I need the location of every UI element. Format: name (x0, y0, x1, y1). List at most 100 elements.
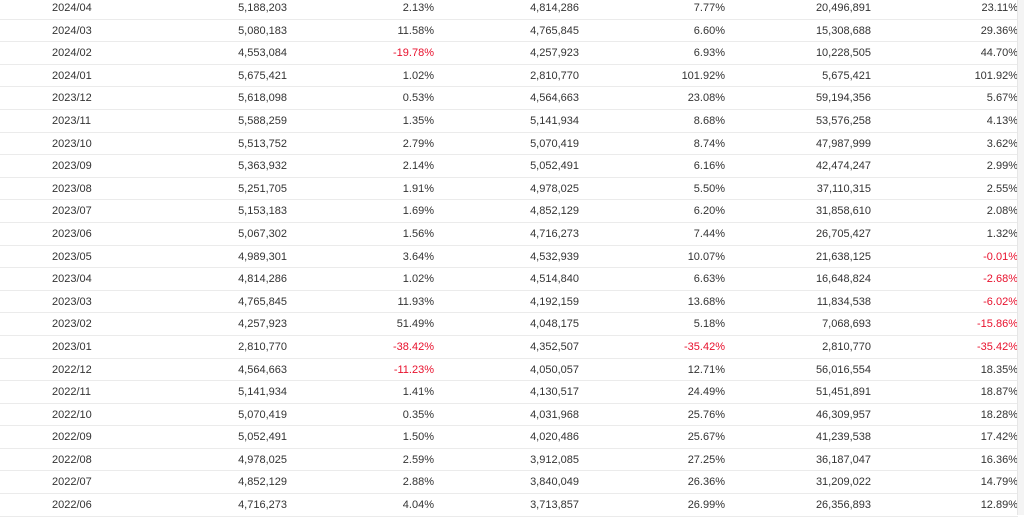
cell-change-2: 6.93% (693, 47, 725, 60)
cell-period: 2024/02 (52, 47, 92, 60)
cell-value-2: 5,141,934 (530, 114, 579, 127)
vertical-scrollbar[interactable] (1017, 0, 1024, 515)
cell-value-1: 5,618,098 (238, 92, 287, 105)
cell-change-2: 23.08% (687, 92, 725, 105)
cell-change-3: 12.89% (980, 499, 1018, 512)
cell-period: 2023/07 (52, 205, 92, 218)
cell-value-1: 4,852,129 (238, 476, 287, 489)
cell-value-2: 4,257,923 (530, 47, 579, 60)
cell-change-1: -38.42% (393, 340, 434, 353)
cell-change-2: 27.25% (687, 453, 725, 466)
cell-value-1: 4,257,923 (238, 318, 287, 331)
cell-value-2: 4,352,507 (530, 340, 579, 353)
cell-value-3: 31,858,610 (815, 205, 871, 218)
cell-value-3: 51,451,891 (815, 386, 871, 399)
cell-change-3: 2.08% (986, 205, 1018, 218)
cell-value-3: 15,308,688 (815, 24, 871, 37)
cell-period: 2023/01 (52, 340, 92, 353)
table-row: 2022/08 4,978,025 2.59% 3,912,085 27.25% 36,1… (0, 449, 1018, 472)
table-row: 2022/07 4,852,129 2.88% 3,840,049 26.36% 31,2… (0, 471, 1018, 495)
cell-change-3: 18.28% (980, 408, 1018, 421)
cell-value-2: 4,978,025 (530, 182, 579, 195)
cell-value-3: 31,209,022 (815, 476, 871, 489)
cell-change-3: -15.86% (977, 318, 1018, 331)
cell-period: 2024/01 (52, 69, 92, 82)
table-row: 2023/08 5,251,705 1.91% 4,978,025 5.50% 37,11… (0, 178, 1018, 201)
cell-change-2: 5.18% (693, 318, 725, 331)
table-row: 2023/01 2,810,770 -38.42% 4,352,507 -35.42% 2… (0, 336, 1018, 359)
cell-change-3: 16.36% (980, 453, 1018, 466)
cell-period: 2022/12 (52, 363, 92, 376)
cell-change-2: 7.44% (693, 227, 725, 240)
cell-change-1: 0.35% (402, 408, 434, 421)
cell-change-1: -19.78% (393, 47, 434, 60)
table-row: 2023/09 5,363,932 2.14% 5,052,491 6.16% 42,47… (0, 155, 1018, 178)
cell-value-3: 5,675,421 (822, 69, 871, 82)
table-row: 2023/06 5,067,302 1.56% 4,716,273 7.44% 26,70… (0, 223, 1018, 246)
cell-change-3: 23.11% (981, 2, 1019, 14)
cell-value-1: 5,141,934 (238, 386, 287, 399)
cell-value-1: 4,716,273 (238, 499, 287, 512)
cell-change-3: -0.01% (983, 250, 1018, 263)
table-row: 2024/03 5,080,183 11.58% 4,765,845 6.60% 15,3… (0, 20, 1018, 43)
cell-change-3: 1.32% (986, 227, 1018, 240)
cell-change-1: 1.50% (402, 431, 434, 444)
cell-change-3: 2.99% (986, 160, 1018, 173)
cell-period: 2023/05 (52, 250, 92, 263)
cell-change-2: 26.36% (687, 476, 725, 489)
cell-value-1: 5,153,183 (238, 205, 287, 218)
cell-change-1: 2.59% (402, 453, 434, 466)
cell-value-3: 59,194,356 (815, 92, 871, 105)
cell-value-1: 5,588,259 (238, 114, 287, 127)
table-row: 2023/11 5,588,259 1.35% 5,141,934 8.68% 53,57… (0, 110, 1018, 133)
cell-change-2: 6.20% (693, 205, 725, 218)
cell-value-3: 26,705,427 (815, 227, 871, 240)
cell-change-3: 5.67% (986, 92, 1018, 105)
cell-change-1: 2.14% (402, 160, 434, 173)
cell-value-1: 4,989,301 (238, 250, 287, 263)
cell-period: 2022/07 (52, 476, 92, 489)
cell-value-3: 7,068,693 (822, 318, 871, 331)
cell-change-3: 4.13% (986, 114, 1018, 127)
cell-value-1: 5,513,752 (238, 137, 287, 150)
cell-value-1: 5,188,203 (238, 2, 287, 14)
cell-value-3: 26,356,893 (815, 499, 871, 512)
cell-value-3: 2,810,770 (822, 340, 871, 353)
cell-change-1: 1.02% (402, 69, 434, 82)
cell-change-2: 13.68% (687, 295, 725, 308)
cell-change-1: 1.02% (402, 273, 434, 286)
cell-change-3: -35.42% (977, 340, 1018, 353)
cell-change-2: 5.50% (693, 182, 725, 195)
cell-value-2: 4,020,486 (530, 431, 579, 444)
cell-change-2: 101.92% (681, 69, 725, 82)
cell-change-3: 44.70% (980, 47, 1018, 60)
cell-period: 2023/11 (52, 114, 91, 127)
table-row: 2022/11 5,141,934 1.41% 4,130,517 24.49% 51,4… (0, 381, 1018, 404)
cell-value-3: 37,110,315 (816, 182, 871, 195)
cell-value-1: 4,564,663 (238, 363, 287, 376)
cell-value-2: 3,912,085 (530, 453, 579, 466)
table-row: 2024/04 5,188,203 2.13% 4,814,286 7.77% 20,49… (0, 0, 1018, 20)
table-row: 2023/10 5,513,752 2.79% 5,070,419 8.74% 47,98… (0, 133, 1018, 156)
cell-period: 2022/06 (52, 499, 92, 512)
cell-value-3: 11,834,538 (816, 295, 871, 308)
cell-value-1: 4,814,286 (238, 273, 287, 286)
cell-change-1: 1.35% (402, 114, 434, 127)
cell-change-2: 10.07% (687, 250, 725, 263)
cell-value-2: 4,192,159 (530, 295, 579, 308)
cell-value-2: 4,532,939 (530, 250, 579, 263)
cell-change-3: 17.42% (980, 431, 1018, 444)
cell-change-1: 2.88% (402, 476, 434, 489)
cell-period: 2023/10 (52, 137, 92, 150)
cell-value-2: 4,564,663 (530, 92, 579, 105)
cell-change-3: 18.87% (980, 386, 1018, 399)
table-row: 2023/05 4,989,301 3.64% 4,532,939 10.07% 21,6… (0, 246, 1018, 269)
cell-period: 2022/11 (52, 386, 91, 399)
cell-value-2: 3,713,857 (530, 499, 579, 512)
table-row: 2022/12 4,564,663 -11.23% 4,050,057 12.71% 56… (0, 359, 1018, 382)
cell-value-2: 5,052,491 (530, 160, 579, 173)
table-row: 2023/03 4,765,845 11.93% 4,192,159 13.68% 11,… (0, 291, 1018, 314)
table-row: 2023/02 4,257,923 51.49% 4,048,175 5.18% 7,06… (0, 313, 1018, 336)
cell-value-2: 4,031,968 (530, 408, 579, 421)
